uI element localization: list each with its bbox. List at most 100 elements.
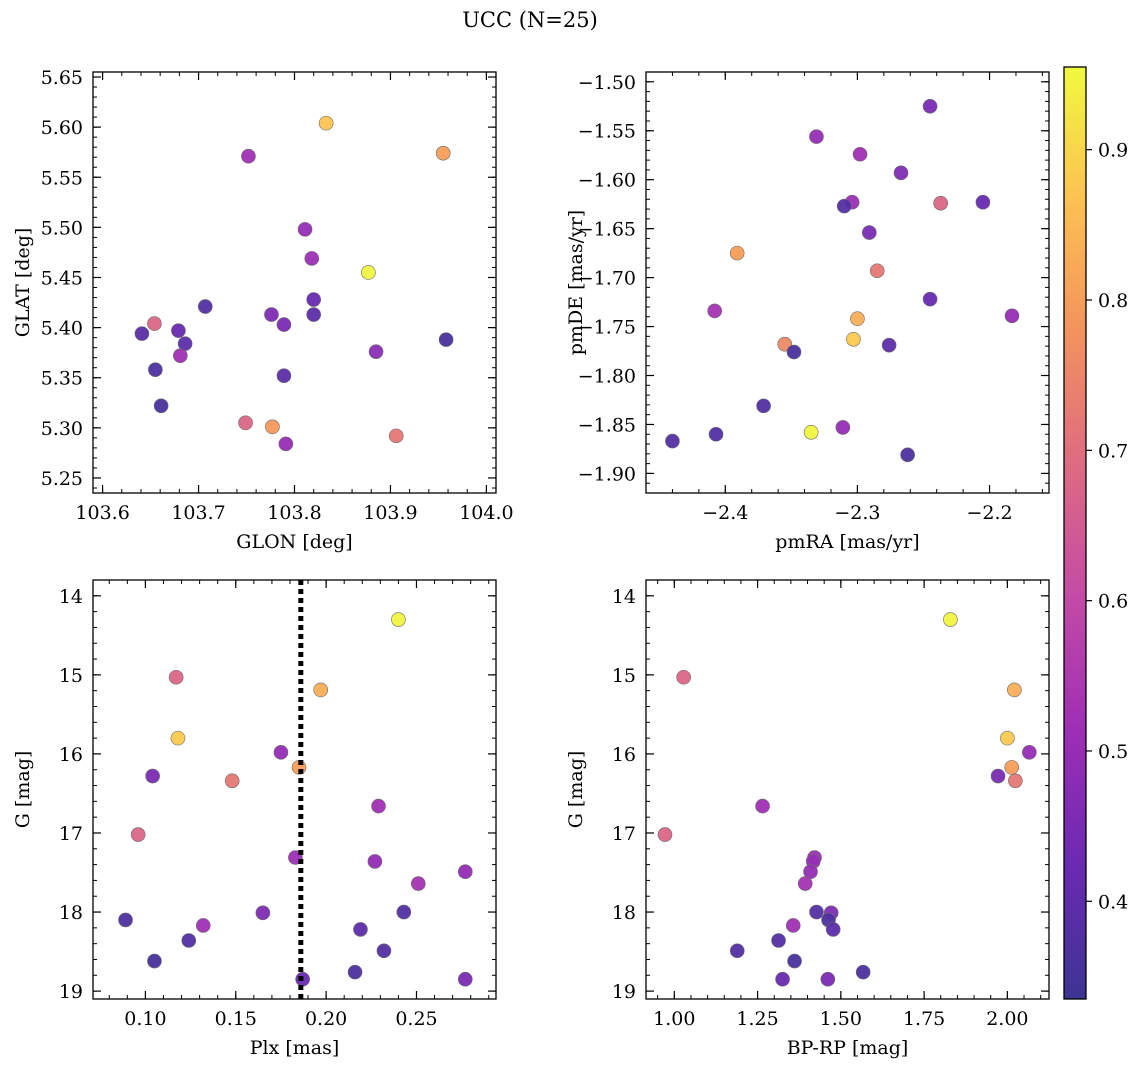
x-tick-label: 0.15 (215, 1008, 257, 1030)
scatter-point (147, 316, 162, 331)
scatter-point (255, 905, 271, 921)
y-tick-label: 15 (612, 665, 636, 687)
y-axis-label: pmDE [mas/yr] (565, 210, 587, 355)
scatter-point (943, 612, 958, 627)
y-tick-label: 5.35 (41, 368, 83, 390)
y-tick-label: −1.70 (578, 268, 636, 290)
y-tick-label: −1.80 (578, 366, 636, 388)
scatter-point (347, 964, 363, 980)
scatter-point (391, 612, 406, 627)
scatter-point (170, 730, 186, 746)
x-tick-label: −2.2 (966, 502, 1012, 524)
y-tick-label: 5.40 (41, 318, 83, 340)
scatter-point (173, 348, 188, 363)
x-tick-label: 103.7 (171, 502, 225, 524)
x-tick-label: −2.3 (834, 502, 880, 524)
scatter-point (435, 145, 451, 161)
y-tick-label: 5.60 (41, 117, 83, 139)
scatter-point (147, 953, 162, 969)
panel-pmra-pmde: −2.4 −2.3 −2.2 −1.90 −1.85 −1.80 −1.75 −1.70 −1.… (565, 71, 1050, 553)
scatter-point (388, 428, 404, 444)
scatter-point (265, 419, 280, 435)
y-tick-label: −1.55 (578, 121, 636, 143)
scatter-point (241, 148, 256, 164)
scatter-point (238, 415, 253, 431)
scatter-point (708, 426, 724, 442)
y-tick-label: 5.65 (41, 67, 83, 89)
scatter-point (376, 943, 392, 959)
y-tick-label: 15 (59, 665, 83, 687)
colorbar-gradient (1063, 66, 1087, 1000)
scatter-point (1007, 682, 1022, 698)
y-tick-label: 18 (59, 902, 83, 924)
scatter-point (756, 398, 771, 414)
scatter-point (900, 447, 915, 463)
scatter-point (1008, 773, 1023, 789)
scatter-point (148, 362, 163, 378)
y-tick-label: −1.90 (578, 463, 636, 485)
scatter-point (278, 436, 294, 452)
scatter-point (820, 971, 836, 987)
scatter-point (881, 337, 897, 353)
scatter-point (922, 291, 938, 307)
scatter-point (846, 331, 861, 347)
scatter-point (990, 768, 1006, 784)
scatter-point (297, 222, 313, 237)
scatter-point (195, 918, 211, 933)
x-tick-label: 1.75 (903, 1008, 945, 1030)
scatter-point (797, 876, 813, 891)
scatter-point (168, 669, 184, 685)
y-tick-label: 18 (612, 902, 636, 924)
scatter-point (862, 225, 877, 240)
scatter-point (755, 798, 770, 814)
scatter-point (836, 198, 852, 214)
y-axis-label: G [mag] (12, 751, 34, 829)
scatter-point (410, 876, 426, 891)
scatter-point (264, 307, 279, 322)
scatter-point (809, 129, 824, 144)
scatter-point (869, 263, 885, 279)
x-axis-label: GLON [deg] (236, 531, 352, 553)
scatter-point (306, 307, 321, 322)
panel-glon-glat: 103.6 103.7 103.8 103.9 104.0 5.25 5.30 5.35 5.4… (12, 67, 514, 553)
scatter-point (361, 265, 376, 280)
y-tick-label: 14 (612, 586, 636, 608)
y-tick-label: 5.50 (41, 217, 83, 239)
y-tick-label: −1.85 (578, 414, 636, 436)
scatter-point (306, 292, 321, 307)
x-tick-label: 1.00 (653, 1008, 695, 1030)
scatter-point (276, 368, 292, 384)
x-axis-label: pmRA [mas/yr] (775, 531, 919, 553)
scatter-point (1000, 730, 1015, 746)
scatter-point (676, 669, 691, 685)
y-tick-label: 16 (612, 744, 636, 766)
scatter-point (130, 827, 146, 842)
y-tick-label: 16 (59, 744, 83, 766)
y-tick-label: 5.55 (41, 167, 83, 189)
x-tick-label: 103.6 (75, 502, 129, 524)
scatter-point (457, 864, 473, 880)
y-tick-label: −1.60 (578, 170, 636, 192)
scatter-point (197, 299, 213, 314)
scatter-point (893, 165, 909, 181)
scatter-point (809, 904, 824, 920)
scatter-point (707, 303, 723, 319)
scatter-point (371, 798, 386, 814)
x-tick-label: 1.25 (736, 1008, 778, 1030)
panel-plx-g: 0.10 0.15 0.20 0.25 14 15 16 17 18 19 Plx [mas] G [… (12, 579, 497, 1059)
x-tick-label: 104.0 (459, 502, 513, 524)
scatter-point (1004, 760, 1019, 775)
y-tick-label: 19 (612, 981, 636, 1003)
scatter-point (396, 904, 412, 920)
scatter-point (835, 420, 851, 435)
y-tick-label: 17 (612, 823, 636, 845)
colorbar: 0.4 0.5 0.6 0.7 0.8 0.9 (1063, 66, 1128, 1000)
plot-frame (645, 71, 1050, 494)
colorbar-tick-label: 0.6 (1098, 591, 1128, 613)
scatter-point (181, 933, 197, 948)
y-tick-label: 17 (59, 823, 83, 845)
scatter-point (975, 194, 991, 210)
x-tick-label: 103.9 (363, 502, 417, 524)
scatter-point (118, 912, 133, 928)
scatter-point (852, 146, 868, 162)
